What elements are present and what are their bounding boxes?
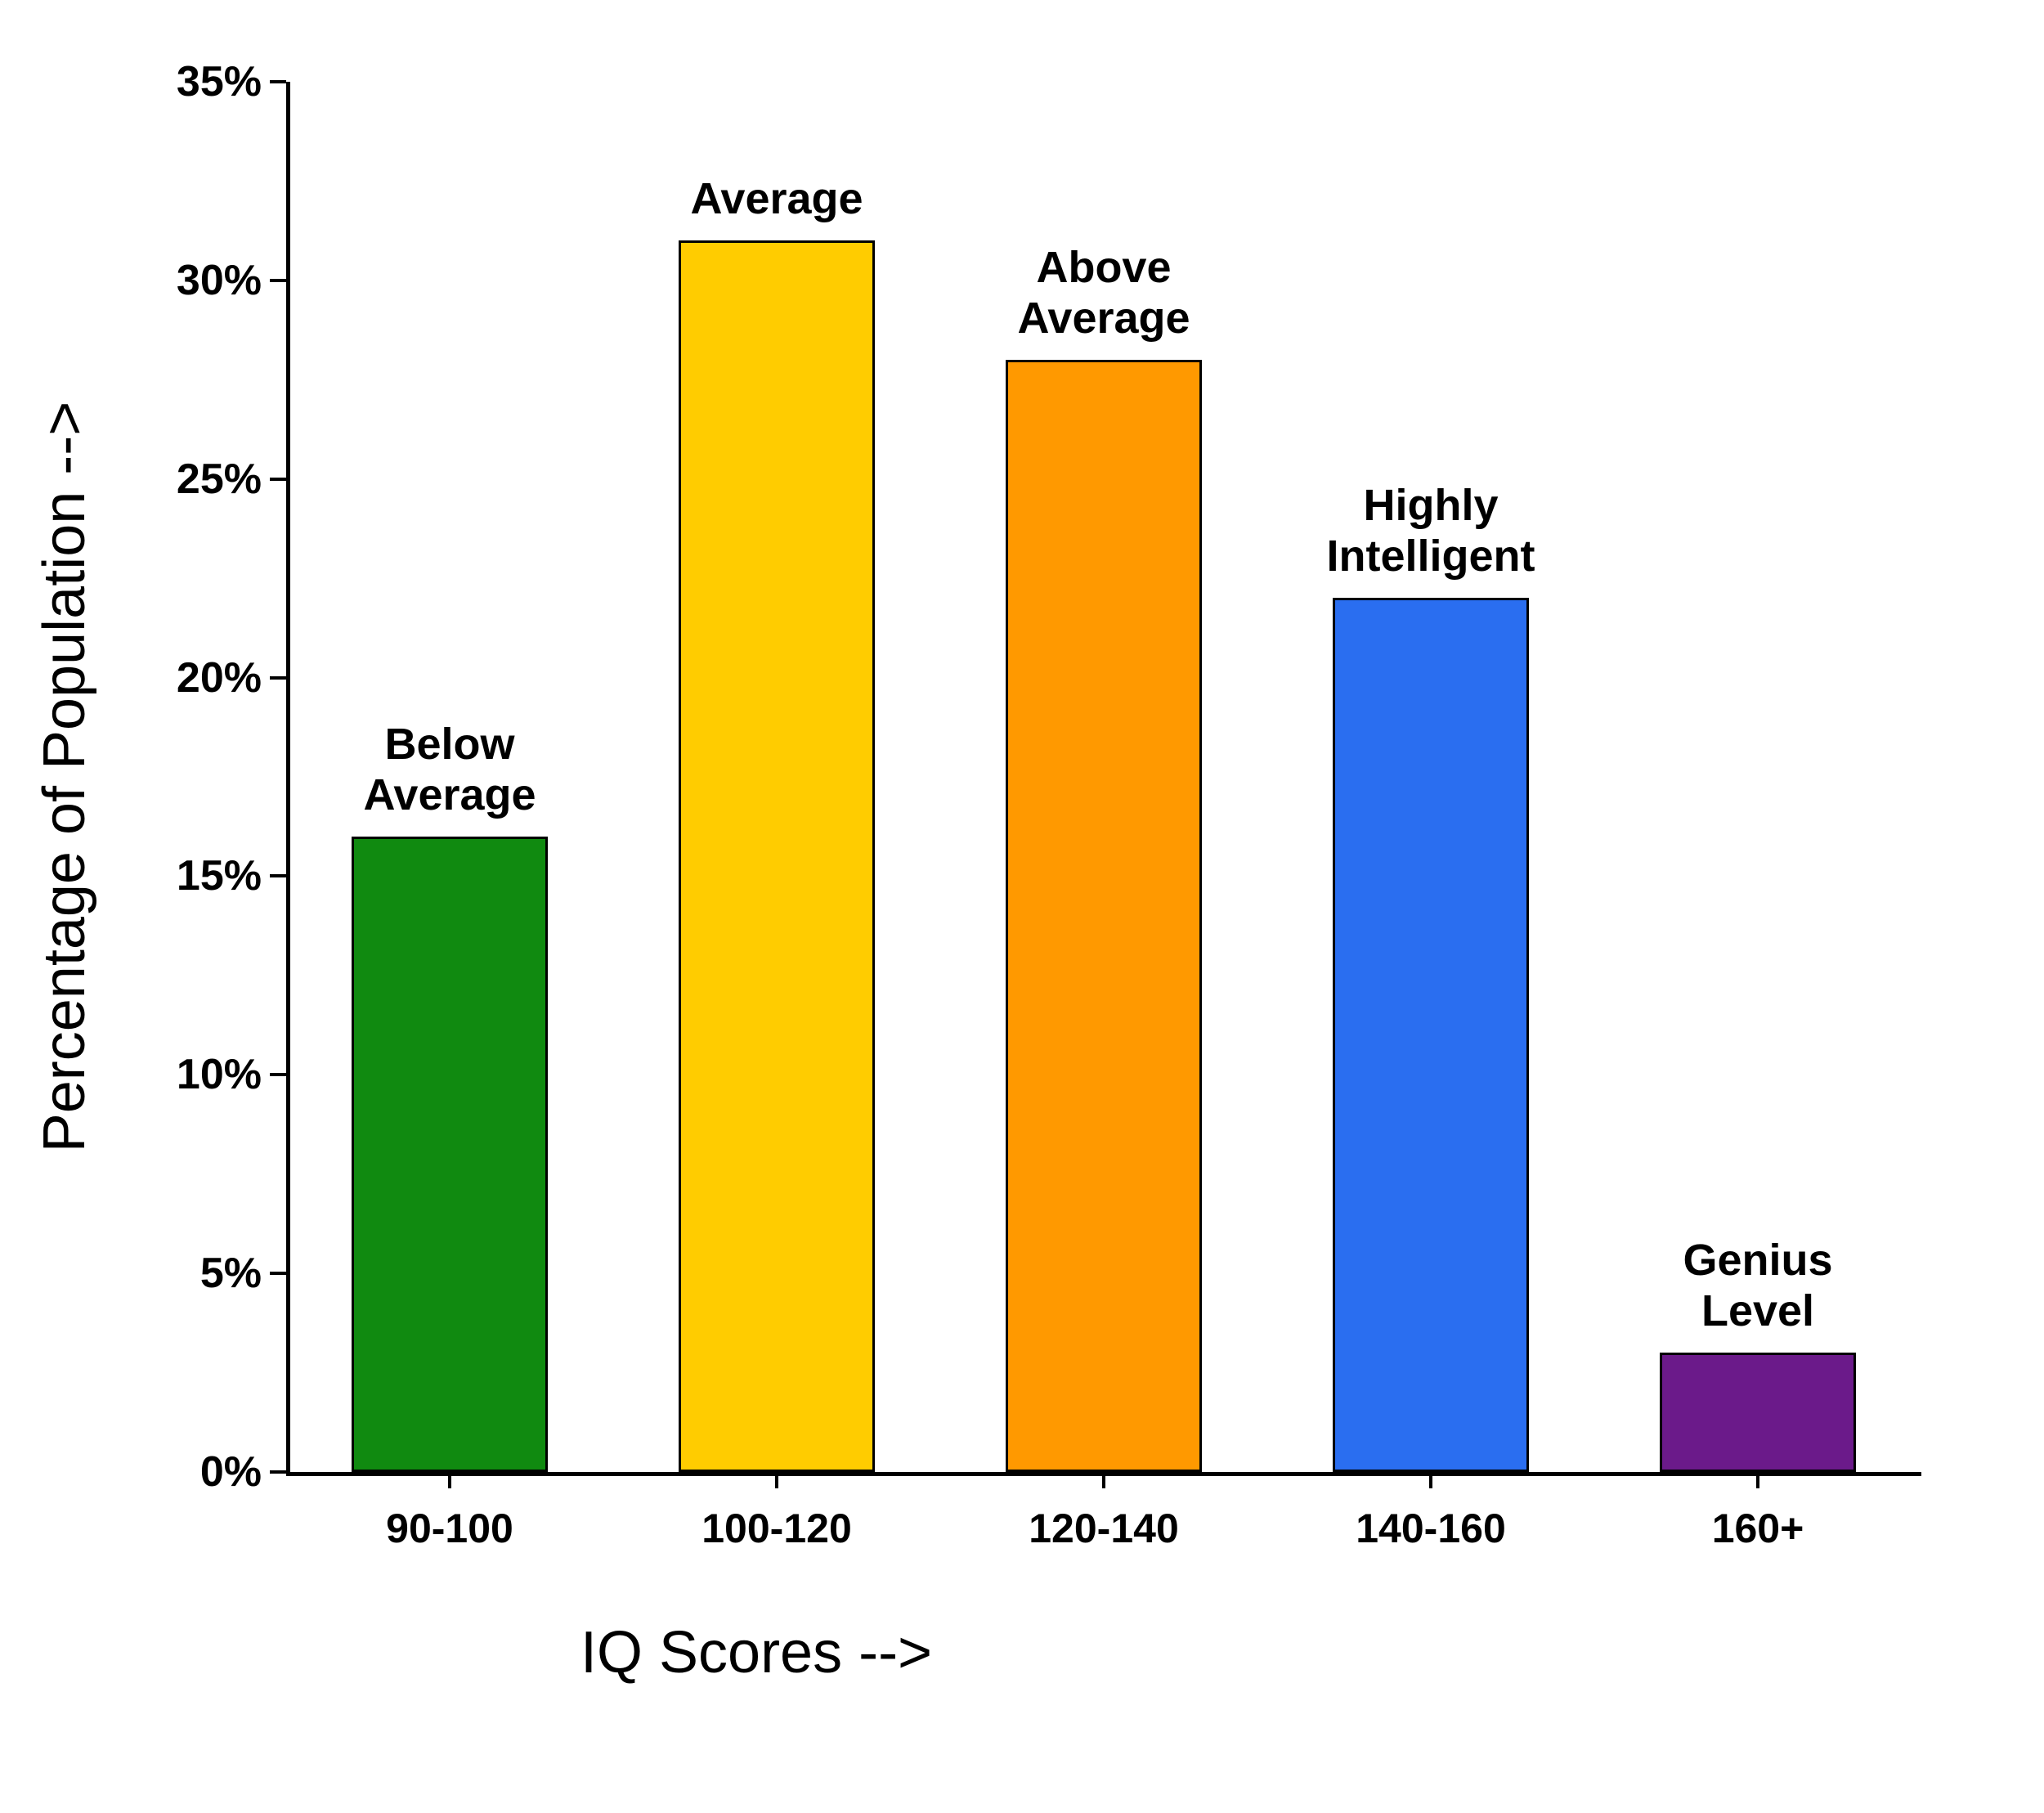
bar-label: Genius Level bbox=[1611, 1235, 1905, 1336]
y-tick-label: 15% bbox=[147, 851, 262, 900]
x-category-label: 100-120 bbox=[702, 1505, 852, 1552]
bar bbox=[679, 240, 875, 1472]
bar bbox=[352, 837, 548, 1472]
y-axis-title: Percentage of Population --> bbox=[31, 402, 98, 1153]
y-tick bbox=[270, 676, 286, 680]
y-tick bbox=[270, 1073, 286, 1076]
y-tick bbox=[270, 478, 286, 481]
x-category-label: 140-160 bbox=[1356, 1505, 1506, 1552]
y-tick-label: 30% bbox=[147, 256, 262, 305]
x-tick bbox=[775, 1472, 778, 1488]
x-tick bbox=[448, 1472, 451, 1488]
y-tick bbox=[270, 1272, 286, 1275]
x-tick bbox=[1756, 1472, 1759, 1488]
bar-label: Above Average bbox=[957, 242, 1251, 343]
bar bbox=[1006, 360, 1202, 1472]
y-tick bbox=[270, 80, 286, 83]
x-axis-title: IQ Scores --> bbox=[580, 1619, 932, 1686]
y-tick bbox=[270, 1470, 286, 1474]
y-tick-label: 20% bbox=[147, 653, 262, 702]
x-tick bbox=[1429, 1472, 1432, 1488]
y-tick-label: 35% bbox=[147, 57, 262, 106]
x-tick bbox=[1102, 1472, 1105, 1488]
bar-label: Highly Intelligent bbox=[1284, 480, 1578, 581]
y-tick-label: 5% bbox=[147, 1249, 262, 1298]
x-category-label: 160+ bbox=[1712, 1505, 1804, 1552]
y-tick-label: 0% bbox=[147, 1447, 262, 1497]
y-tick bbox=[270, 874, 286, 877]
bar bbox=[1333, 598, 1529, 1472]
bar-label: Average bbox=[630, 173, 924, 224]
y-tick bbox=[270, 279, 286, 282]
x-category-label: 120-140 bbox=[1029, 1505, 1179, 1552]
y-axis-line bbox=[286, 82, 290, 1472]
y-tick-label: 25% bbox=[147, 455, 262, 504]
y-tick-label: 10% bbox=[147, 1050, 262, 1099]
iq-bar-chart: Percentage of Population --> IQ Scores -… bbox=[0, 0, 2044, 1813]
x-category-label: 90-100 bbox=[386, 1505, 513, 1552]
bar-label: Below Average bbox=[303, 719, 597, 820]
bar bbox=[1660, 1353, 1856, 1472]
